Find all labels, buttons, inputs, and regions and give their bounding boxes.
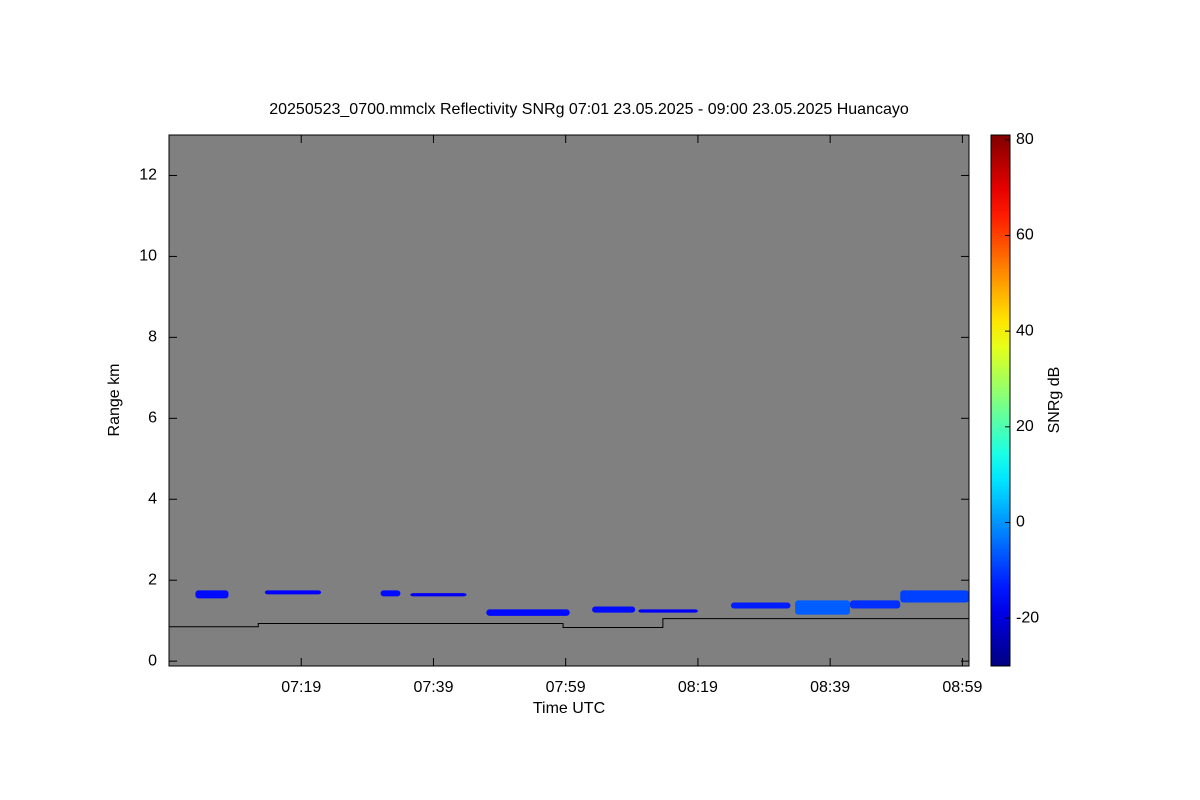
colorbar-label: SNRg dB	[1046, 367, 1063, 434]
y-tick-label: 2	[148, 571, 157, 588]
y-tick-label: 0	[148, 652, 157, 669]
colorbar-tick-label: 0	[1016, 514, 1025, 531]
y-tick-label: 6	[148, 410, 157, 427]
x-tick-label: 07:19	[281, 679, 321, 696]
colorbar-tick-label: 80	[1016, 131, 1034, 148]
echo-cell	[264, 590, 322, 595]
x-tick-label: 07:59	[546, 679, 586, 696]
x-tick-label: 08:59	[942, 679, 982, 696]
chart-title: 20250523_0700.mmclx Reflectivity SNRg 07…	[269, 101, 909, 118]
y-tick-label: 10	[139, 248, 157, 265]
x-tick-label: 07:39	[413, 679, 453, 696]
boundary-line	[169, 618, 969, 629]
y-tick-label: 4	[148, 490, 157, 507]
colorbar-tick-label: 40	[1016, 322, 1034, 339]
colorbar-tick-label: -20	[1016, 609, 1039, 626]
y-tick-label: 8	[148, 329, 157, 346]
echo-cell	[195, 590, 229, 599]
x-tick-label: 08:39	[810, 679, 850, 696]
colorbar-tick-label: 20	[1016, 418, 1034, 435]
echo-cell	[380, 590, 401, 597]
echo-cell	[486, 609, 570, 616]
x-tick-label: 08:19	[678, 679, 718, 696]
y-axis-label: Range km	[106, 364, 123, 437]
echo-cell	[638, 609, 698, 613]
echo-cell	[849, 600, 901, 609]
echo-cell	[730, 602, 791, 609]
colorbar-tick-label: 60	[1016, 227, 1034, 244]
colorbar	[990, 134, 1011, 667]
plot-background	[169, 135, 969, 666]
echo-cell	[592, 606, 636, 613]
echo-cell	[795, 600, 850, 615]
y-tick-label: 12	[139, 167, 157, 184]
echo-cell	[900, 590, 969, 603]
echo-cell	[410, 593, 467, 597]
x-axis-label: Time UTC	[533, 700, 605, 717]
plot-frame	[168, 134, 970, 667]
